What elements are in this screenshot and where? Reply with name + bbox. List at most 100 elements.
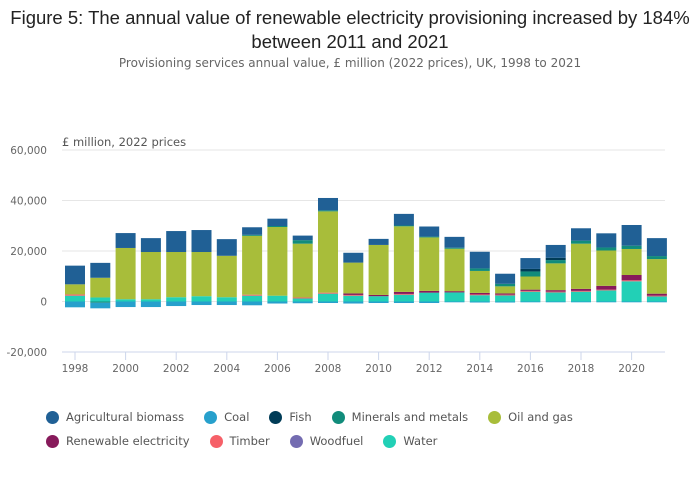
bar-segment-oil-and-gas-2003 [191, 252, 212, 297]
bar-segment-minerals-and-metals-2005 [242, 234, 263, 236]
bar-segment-coal-2000 [115, 301, 136, 308]
bar-segment-agricultural-biomass-2005 [242, 227, 263, 235]
bar-segment-renewable-electricity-2009 [343, 293, 364, 295]
y-axis-ticks: 60,000 40,000 20,000 0 -20,000 [6, 145, 47, 359]
legend-dot-icon [289, 434, 303, 448]
bar-segment-agricultural-biomass-2018 [571, 228, 591, 241]
bar-segment-water-2004 [216, 297, 237, 302]
legend-dot-icon [46, 410, 59, 424]
bar-segment-water-1998 [65, 295, 85, 302]
bar-segment-water-2009 [343, 295, 364, 302]
bar-segment-coal-2007 [292, 301, 313, 304]
bar-segment-minerals-and-metals-2011 [393, 225, 414, 227]
bar-segment-agricultural-biomass-2009 [343, 252, 364, 263]
legend-item-fish[interactable]: Fish [269, 410, 312, 424]
legend-item-agricultural-biomass[interactable]: Agricultural biomass [46, 410, 184, 424]
bar-segment-minerals-and-metals-2015 [495, 283, 516, 287]
bar-segment-agricultural-biomass-2000 [115, 233, 136, 248]
y-tick-label: 20,000 [10, 246, 47, 258]
bar-segment-water-2018 [571, 291, 591, 302]
bar-segment-minerals-and-metals-2013 [444, 247, 465, 249]
bar-segment-coal-2015 [495, 301, 516, 303]
x-tick-label: 2018 [568, 363, 595, 375]
bar-segment-renewable-electricity-2013 [444, 291, 465, 293]
bar-segment-coal-1999 [90, 302, 111, 309]
legend-label: Water [403, 434, 438, 448]
bar-segment-timber-1998 [65, 294, 85, 296]
bar-segment-water-2005 [242, 295, 263, 302]
bar-segment-water-2013 [444, 292, 465, 302]
legend-dot-icon [269, 410, 283, 424]
bar-segment-oil-and-gas-2006 [267, 227, 288, 296]
bar-segment-minerals-and-metals-2007 [292, 240, 313, 244]
y-tick-label: 40,000 [10, 196, 47, 208]
bar-segment-water-2010 [368, 296, 389, 302]
bar-segment-coal-2009 [343, 301, 364, 304]
bar-segment-timber-2015 [495, 294, 516, 296]
bar-segment-coal-2012 [419, 301, 440, 304]
bar-segment-oil-and-gas-2004 [216, 255, 237, 298]
bars [65, 197, 667, 309]
bar-segment-water-2002 [166, 297, 187, 302]
legend-item-minerals-and-metals[interactable]: Minerals and metals [331, 410, 468, 424]
bar-segment-fish-2017 [545, 257, 566, 261]
bar-segment-oil-and-gas-2005 [242, 235, 263, 295]
legend-item-water[interactable]: Water [383, 434, 437, 448]
bar-segment-minerals-and-metals-2016 [520, 271, 541, 277]
x-tick-label: 1998 [62, 363, 89, 375]
legend-item-renewable-electricity[interactable]: Renewable electricity [46, 434, 190, 448]
bar-segment-agricultural-biomass-2016 [520, 258, 541, 269]
bar-segment-oil-and-gas-2021 [646, 259, 667, 294]
bar-segment-coal-2021 [646, 301, 667, 303]
bar-segment-water-2001 [140, 299, 161, 302]
bar-segment-oil-and-gas-2017 [545, 263, 566, 291]
legend-item-coal[interactable]: Coal [204, 410, 249, 424]
bar-segment-water-2021 [646, 296, 667, 302]
legend-dot-icon [331, 410, 345, 424]
y-tick-label: -20,000 [6, 347, 47, 359]
bar-segment-renewable-electricity-2010 [368, 294, 389, 297]
bar-segment-fish-2016 [520, 268, 541, 272]
bar-segment-coal-2004 [216, 301, 237, 306]
bar-segment-oil-and-gas-2008 [318, 211, 338, 293]
bar-segment-minerals-and-metals-2020 [621, 245, 642, 249]
bar-segment-coal-2016 [520, 301, 541, 303]
bar-segment-minerals-and-metals-2017 [545, 260, 566, 264]
bar-segment-water-2003 [191, 296, 212, 302]
x-tick-label: 2008 [315, 363, 342, 375]
legend-item-woodfuel[interactable]: Woodfuel [289, 434, 363, 448]
bar-segment-oil-and-gas-2010 [368, 244, 389, 295]
x-axis: 1998 2000 2002 2004 2006 2008 2010 2012 2014 2016… [62, 351, 665, 375]
bar-segment-renewable-electricity-2012 [419, 290, 440, 293]
bar-segment-water-2000 [115, 299, 136, 302]
bar-segment-agricultural-biomass-2014 [469, 251, 490, 269]
bar-segment-timber-2017 [545, 291, 566, 293]
x-tick-label: 2016 [517, 363, 544, 375]
bar-segment-water-2006 [267, 295, 288, 302]
bar-segment-coal-2013 [444, 301, 465, 303]
stacked-bar-chart: 60,000 40,000 20,000 0 -20,000 1998 2000 2002 2… [6, 145, 667, 375]
bar-segment-oil-and-gas-2002 [166, 252, 187, 298]
bar-segment-coal-2005 [242, 301, 263, 306]
bar-segment-water-2016 [520, 291, 541, 302]
bar-segment-coal-2017 [545, 301, 566, 303]
bar-segment-coal-2018 [571, 301, 591, 303]
x-tick-label: 2006 [264, 363, 291, 375]
legend-dot-icon [488, 410, 502, 424]
bar-segment-oil-and-gas-2015 [495, 286, 516, 294]
bar-segment-minerals-and-metals-2014 [469, 268, 490, 271]
bar-segment-agricultural-biomass-2007 [292, 235, 313, 241]
bar-segment-water-2015 [495, 295, 516, 302]
y-axis-label: £ million, 2022 prices [62, 135, 187, 149]
bar-segment-oil-and-gas-1999 [90, 277, 111, 298]
bar-segment-renewable-electricity-2018 [571, 288, 591, 291]
bar-segment-agricultural-biomass-2006 [267, 218, 288, 227]
legend-item-timber[interactable]: Timber [209, 434, 270, 448]
legend-label: Timber [229, 434, 270, 448]
legend-item-oil-and-gas[interactable]: Oil and gas [488, 410, 573, 424]
bar-segment-timber-2008 [318, 292, 338, 294]
legend-label: Oil and gas [508, 410, 573, 424]
bar-segment-minerals-and-metals-1999 [90, 301, 111, 303]
legend: Agricultural biomass Coal Fish Minerals and… [46, 405, 666, 453]
bar-segment-minerals-and-metals-2019 [596, 247, 617, 251]
